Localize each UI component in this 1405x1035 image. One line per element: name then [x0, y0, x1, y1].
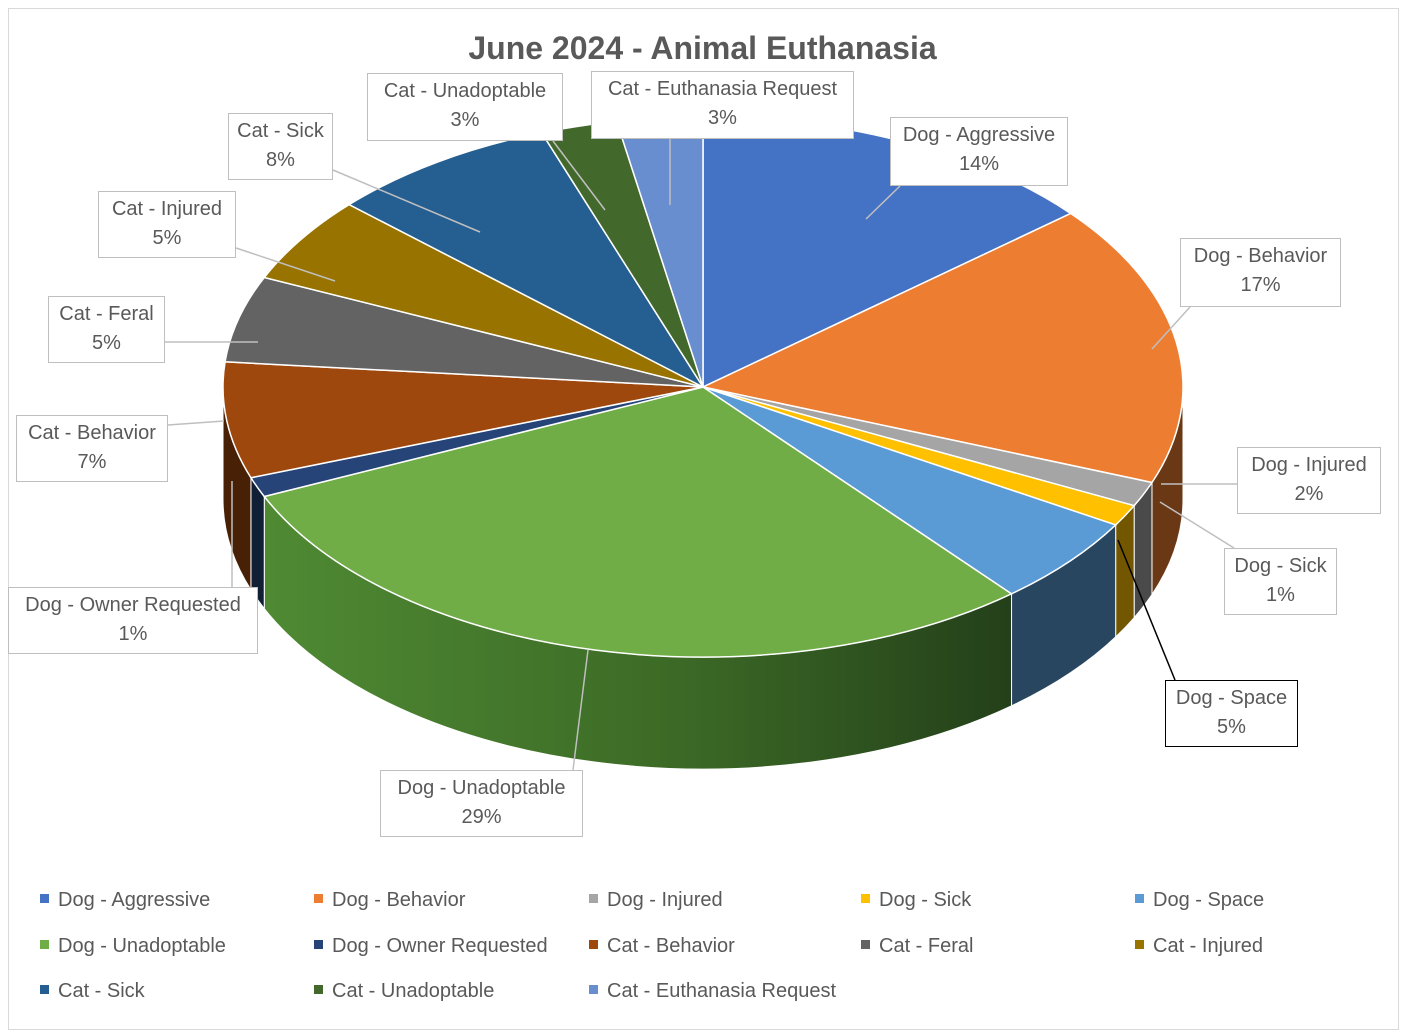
data-label-dog-aggressive: Dog - Aggressive 14% — [890, 117, 1068, 186]
legend-label: Dog - Space — [1153, 889, 1265, 911]
slice-dog-unadoptable[interactable] — [262, 386, 1014, 658]
legend-swatch — [589, 940, 598, 950]
legend-item-dog-behavior[interactable]: Dog - Behavior — [314, 889, 465, 912]
data-label-percent: 17% — [1240, 274, 1281, 296]
data-label-category: Dog - Sick — [1234, 555, 1327, 577]
legend-label: Dog - Behavior — [332, 889, 466, 911]
legend-swatch — [589, 985, 598, 995]
slice-cat-injured[interactable] — [262, 203, 704, 388]
data-label-percent: 7% — [77, 451, 107, 473]
leader-line-cat-sick — [332, 169, 481, 233]
data-label-category: Cat - Unadoptable — [383, 80, 547, 102]
data-label-cat-unadoptable: Cat - Unadoptable 3% — [367, 73, 563, 141]
data-label-percent: 14% — [958, 153, 1000, 175]
leader-line-dog-space — [1117, 539, 1176, 681]
chart-title: June 2024 - Animal Euthanasia — [468, 30, 937, 66]
data-label-cat-feral: Cat - Feral 5% — [48, 296, 165, 363]
data-label-percent: 5% — [1217, 716, 1246, 738]
legend-label: Cat - Injured — [1153, 935, 1264, 957]
data-label-category: Dog - Space — [1175, 687, 1288, 709]
slice-cat-feral[interactable] — [224, 276, 704, 388]
legend-swatch — [861, 940, 870, 950]
data-label-category: Dog - Unadoptable — [397, 777, 566, 799]
legend-swatch — [314, 894, 323, 904]
legend-item-dog-aggressive[interactable]: Dog - Aggressive — [40, 889, 210, 912]
data-label-cat-injured: Cat - Injured 5% — [98, 191, 236, 258]
legend-label: Dog - Aggressive — [58, 889, 211, 911]
data-label-dog-owner-requested: Dog - Owner Requested 1% — [8, 587, 258, 654]
legend-swatch — [1135, 940, 1144, 950]
legend-swatch — [861, 894, 870, 904]
legend-label: Dog - Injured — [607, 889, 723, 911]
legend-label: Cat - Unadoptable — [332, 980, 495, 1002]
legend-item-dog-owner-requested[interactable]: Dog - Owner Requested — [314, 935, 548, 958]
legend-swatch — [40, 940, 49, 950]
legend-swatch — [314, 940, 323, 950]
legend-swatch — [40, 985, 49, 995]
data-label-category: Dog - Behavior — [1193, 245, 1328, 267]
data-label-dog-space: Dog - Space 5% — [1165, 680, 1298, 747]
slice-cat-behavior[interactable] — [222, 361, 704, 479]
legend-item-cat-behavior[interactable]: Cat - Behavior — [589, 935, 735, 958]
leader-line-cat-injured — [235, 247, 336, 282]
leader-line-dog-aggressive — [865, 185, 901, 220]
legend-item-dog-injured[interactable]: Dog - Injured — [589, 889, 723, 912]
legend-label: Cat - Euthanasia Request — [607, 980, 837, 1002]
legend-label: Dog - Sick — [879, 889, 972, 911]
data-label-percent: 3% — [708, 107, 737, 129]
slice-dog-behavior[interactable] — [700, 212, 1184, 484]
legend-item-cat-unadoptable[interactable]: Cat - Unadoptable — [314, 980, 494, 1003]
data-label-category: Cat - Sick — [237, 120, 324, 142]
leader-line-dog-unadoptable — [572, 649, 589, 771]
data-label-cat-behavior: Cat - Behavior 7% — [16, 415, 168, 482]
data-label-percent: 29% — [461, 806, 502, 828]
data-label-percent: 8% — [266, 149, 295, 171]
legend-item-cat-sick[interactable]: Cat - Sick — [40, 980, 145, 1003]
data-label-percent: 5% — [152, 227, 182, 249]
legend-label: Dog - Owner Requested — [332, 935, 548, 957]
data-label-dog-sick: Dog - Sick 1% — [1224, 548, 1337, 615]
data-label-dog-injured: Dog - Injured 2% — [1237, 447, 1381, 514]
leader-line-dog-behavior — [1151, 306, 1191, 350]
legend-item-cat-euthanasia-request[interactable]: Cat - Euthanasia Request — [589, 980, 836, 1003]
data-label-cat-sick: Cat - Sick 8% — [228, 113, 333, 180]
data-label-category: Cat - Feral — [59, 303, 154, 325]
legend-label: Cat - Feral — [879, 935, 974, 957]
data-label-percent: 2% — [1294, 483, 1324, 505]
slice-dog-space[interactable] — [702, 386, 1118, 595]
data-label-percent: 3% — [450, 109, 480, 131]
leader-line-cat-unadoptable — [552, 140, 606, 211]
legend-label: Cat - Behavior — [607, 935, 735, 957]
data-label-cat-euthanasia-request: Cat - Euthanasia Request 3% — [591, 71, 854, 139]
legend-item-dog-space[interactable]: Dog - Space — [1135, 889, 1264, 912]
data-label-dog-unadoptable: Dog - Unadoptable 29% — [380, 770, 583, 837]
legend-swatch — [314, 985, 323, 995]
data-label-category: Cat - Euthanasia Request — [607, 78, 838, 100]
data-label-percent: 1% — [118, 623, 148, 645]
data-label-category: Cat - Injured — [111, 198, 223, 220]
legend-label: Dog - Unadoptable — [58, 935, 226, 957]
legend-swatch — [40, 894, 49, 904]
data-label-percent: 1% — [1266, 584, 1295, 606]
legend-swatch — [1135, 894, 1144, 904]
leader-line-dog-sick — [1159, 501, 1235, 549]
data-label-category: Cat - Behavior — [28, 422, 156, 444]
leader-line-cat-behavior — [167, 420, 225, 426]
legend-item-cat-injured[interactable]: Cat - Injured — [1135, 935, 1263, 958]
data-label-category: Dog - Aggressive — [902, 124, 1056, 146]
data-label-dog-behavior: Dog - Behavior 17% — [1180, 238, 1341, 307]
legend-item-dog-unadoptable[interactable]: Dog - Unadoptable — [40, 935, 226, 958]
legend-item-cat-feral[interactable]: Cat - Feral — [861, 935, 973, 958]
data-label-category: Dog - Injured — [1251, 454, 1367, 476]
data-label-category: Dog - Owner Requested — [25, 594, 241, 616]
data-label-percent: 5% — [92, 332, 121, 354]
legend-label: Cat - Sick — [58, 980, 145, 1002]
legend-item-dog-sick[interactable]: Dog - Sick — [861, 889, 971, 912]
legend-swatch — [589, 894, 598, 904]
